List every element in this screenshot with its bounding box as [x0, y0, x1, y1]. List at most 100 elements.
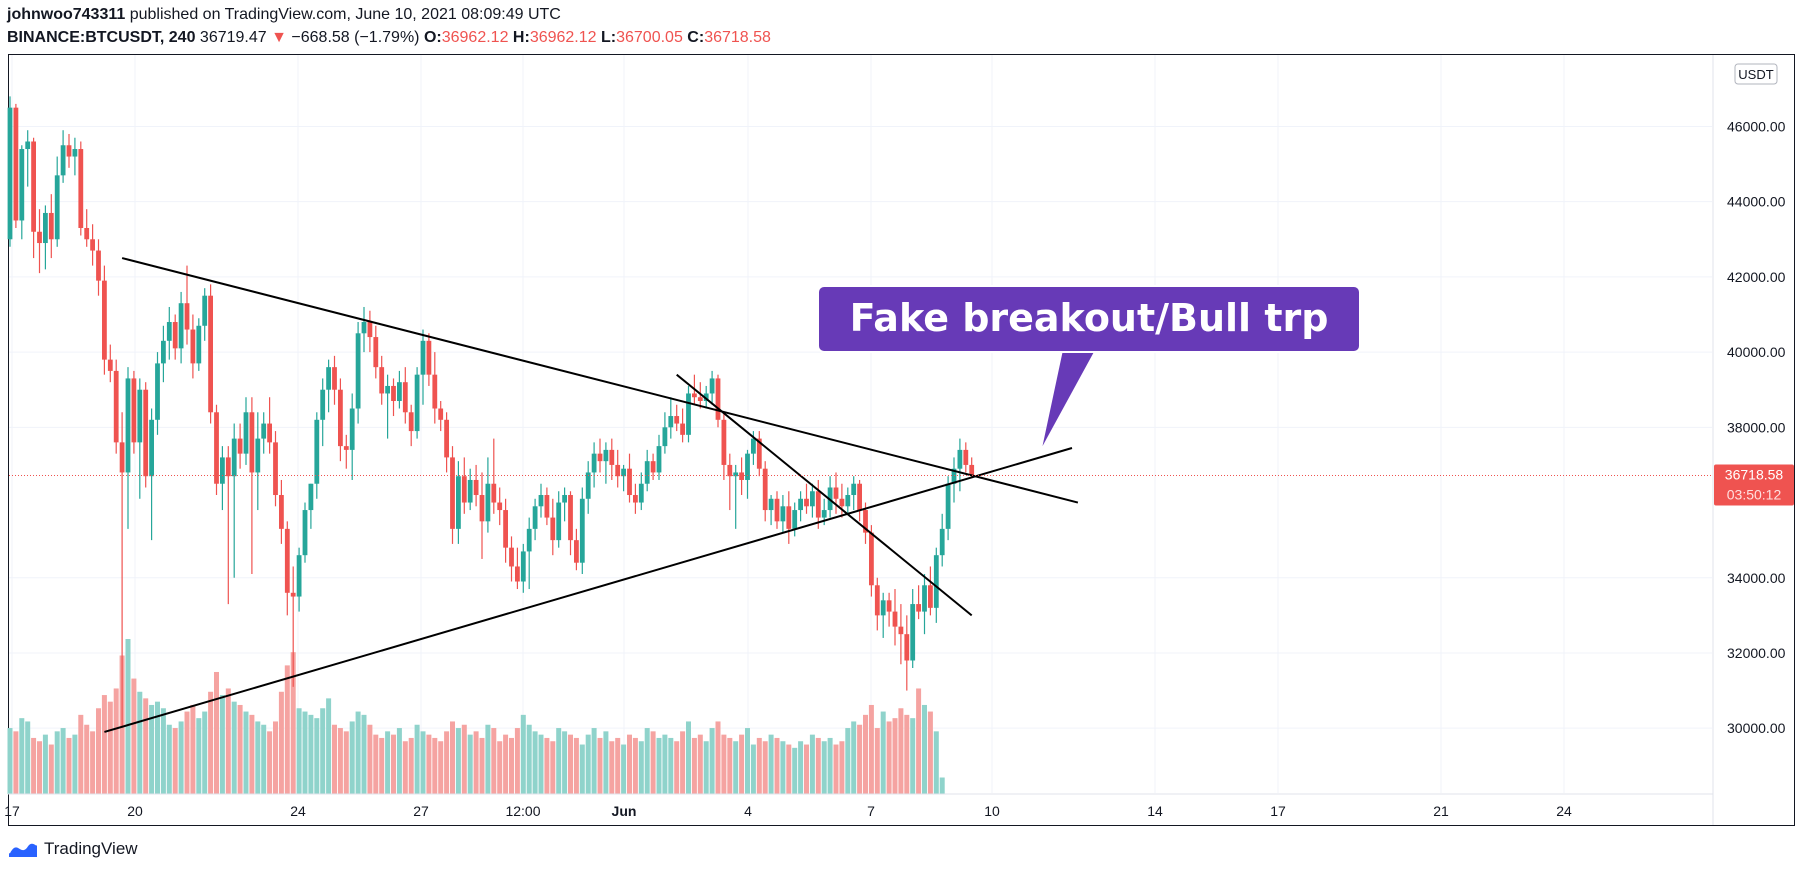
candle: [550, 498, 556, 556]
volume-bar: [739, 734, 745, 794]
volume-bar: [184, 711, 190, 794]
volume-bar: [904, 714, 910, 794]
candle-body: [780, 506, 786, 522]
candle-body: [892, 611, 898, 627]
volume-bar: [337, 728, 343, 794]
candle-body: [113, 370, 119, 443]
candle-body: [585, 472, 591, 499]
candle: [916, 585, 921, 620]
candle-body: [839, 498, 845, 507]
volume-bar: [697, 734, 703, 794]
candle-body: [414, 374, 420, 432]
candle-body: [821, 510, 827, 518]
volume-bar: [78, 714, 84, 794]
volume-bar: [332, 724, 337, 794]
candle: [745, 449, 750, 499]
volume-bar: [768, 734, 774, 794]
candle-body: [574, 540, 579, 563]
candle-body: [172, 322, 178, 349]
candle-body: [945, 483, 951, 529]
candle: [155, 352, 160, 435]
volume-bar: [385, 731, 391, 794]
candle: [143, 382, 149, 488]
candle: [302, 502, 308, 563]
candle: [485, 457, 491, 533]
volume-bar: [792, 747, 798, 794]
candle: [638, 472, 644, 511]
volume-bar: [208, 691, 214, 794]
currency-badge[interactable]: USDT: [1734, 63, 1778, 85]
volume-bar: [278, 691, 284, 794]
candle: [721, 412, 727, 480]
candle: [951, 457, 957, 503]
candle: [426, 333, 432, 386]
annotation-callout[interactable]: Fake breakout/Bull trp: [817, 285, 1361, 447]
candle-body: [762, 468, 768, 511]
candle-body: [721, 419, 727, 465]
grid: [9, 55, 1712, 793]
candle: [373, 325, 379, 379]
chart-frame[interactable]: [8, 54, 1795, 826]
candle: [945, 476, 951, 541]
candle: [650, 453, 656, 480]
volume-bar: [143, 698, 149, 794]
candle: [402, 367, 408, 424]
volume-bar: [255, 721, 261, 794]
candle-body: [279, 495, 284, 529]
volume-bar: [438, 741, 444, 794]
trendline-short-descending: [676, 373, 973, 617]
volume-bar: [455, 728, 461, 794]
candle: [497, 487, 503, 526]
candle: [520, 543, 526, 593]
candle-body: [609, 449, 615, 465]
candle-body: [84, 227, 90, 240]
candle: [107, 344, 113, 383]
volume-bar: [815, 737, 821, 794]
candle-body: [603, 449, 609, 462]
trendline-descending-resistance: [121, 257, 1079, 504]
candle: [450, 446, 455, 544]
callout-box: [817, 285, 1361, 353]
candle-body: [957, 449, 963, 469]
candle-body: [397, 382, 402, 401]
high-label: H:: [512, 29, 530, 46]
candle-body: [60, 145, 66, 176]
trendline-ascending-support: [104, 447, 1073, 733]
candle-body: [491, 483, 497, 503]
candle: [910, 589, 916, 669]
volume-bar: [621, 744, 627, 794]
candle-body: [332, 367, 337, 390]
candle: [13, 103, 19, 228]
volume-bar: [113, 688, 119, 794]
candle: [963, 442, 969, 473]
candle: [768, 495, 774, 526]
author-name[interactable]: johnwoo743311: [7, 6, 126, 23]
tradingview-footer[interactable]: TradingView: [8, 839, 138, 859]
candle: [438, 400, 444, 432]
candle: [597, 438, 603, 473]
candle-body: [461, 476, 467, 503]
candle: [815, 479, 821, 529]
volume-bar: [131, 678, 137, 794]
candle: [432, 352, 438, 424]
candle-body: [225, 457, 231, 477]
volume-bar: [13, 731, 19, 794]
symbol-label: BINANCE:BTCUSDT, 240: [7, 29, 196, 46]
volume-bar: [414, 724, 420, 794]
open-label: O:: [423, 29, 442, 46]
ohlc-legend: BINANCE:BTCUSDT, 240 36719.47 ▼ −668.58 …: [7, 27, 771, 49]
candle-body: [509, 547, 514, 567]
candle-body: [273, 442, 278, 496]
candle: [172, 314, 178, 360]
candle-body: [137, 389, 143, 443]
volume-bar: [927, 711, 933, 794]
candle-body: [255, 438, 261, 473]
candle: [420, 329, 426, 405]
candle: [184, 265, 190, 345]
candle: [349, 393, 355, 480]
candle-body: [874, 585, 880, 616]
candle: [273, 431, 278, 507]
candle: [762, 461, 768, 522]
candle: [574, 528, 579, 571]
